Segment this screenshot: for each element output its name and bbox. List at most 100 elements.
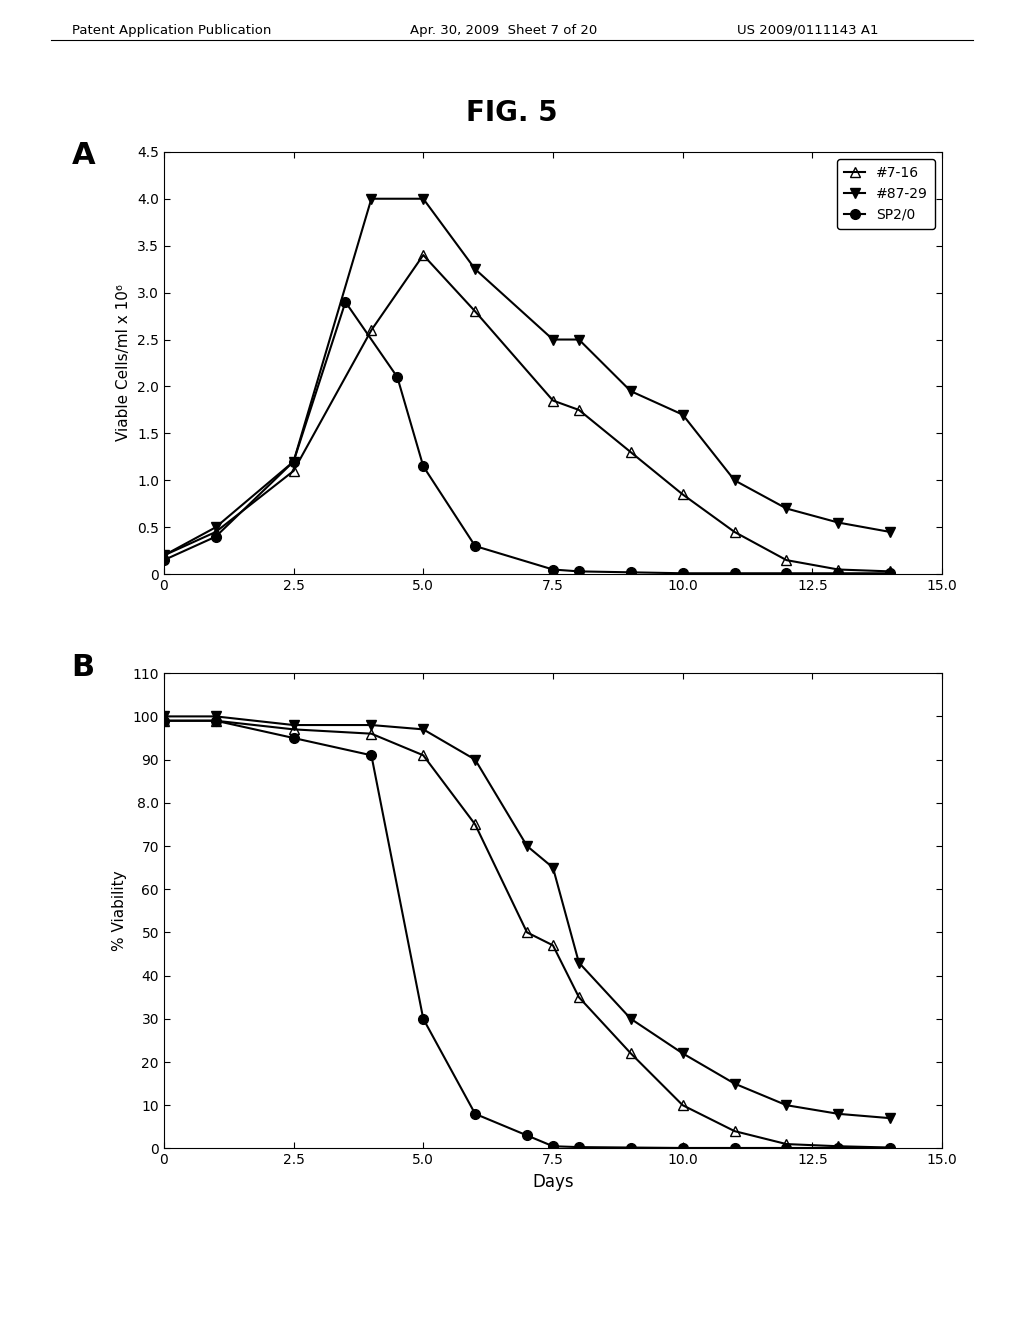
#7-16: [417, 247, 429, 263]
#87-29: [417, 191, 429, 207]
#87-29: [572, 954, 585, 970]
SP2/0: [210, 529, 222, 545]
#7-16: [884, 564, 896, 579]
SP2/0: [833, 565, 845, 581]
#87-29: [625, 383, 637, 399]
#7-16: [366, 322, 378, 338]
#7-16: [625, 445, 637, 461]
Line: #7-16: #7-16: [159, 715, 895, 1152]
#87-29: [366, 191, 378, 207]
#87-29: [677, 407, 689, 422]
#7-16: [366, 726, 378, 742]
#87-29: [366, 717, 378, 733]
Line: #87-29: #87-29: [159, 711, 895, 1123]
Line: SP2/0: SP2/0: [159, 297, 895, 578]
#87-29: [417, 722, 429, 738]
#7-16: [677, 487, 689, 503]
#7-16: [833, 561, 845, 577]
#87-29: [728, 473, 740, 488]
#87-29: [884, 1110, 896, 1126]
#87-29: [547, 331, 559, 347]
SP2/0: [547, 1138, 559, 1154]
SP2/0: [469, 539, 481, 554]
Y-axis label: Viable Cells/ml x 10⁶: Viable Cells/ml x 10⁶: [117, 285, 131, 441]
#7-16: [210, 524, 222, 540]
#7-16: [884, 1139, 896, 1155]
#7-16: [469, 817, 481, 833]
#7-16: [728, 1123, 740, 1139]
#7-16: [677, 1097, 689, 1113]
#87-29: [469, 751, 481, 767]
SP2/0: [288, 454, 300, 470]
SP2/0: [417, 458, 429, 474]
#87-29: [469, 261, 481, 277]
SP2/0: [625, 1139, 637, 1155]
Line: SP2/0: SP2/0: [159, 715, 895, 1152]
Line: #87-29: #87-29: [159, 194, 895, 560]
SP2/0: [547, 561, 559, 577]
SP2/0: [884, 565, 896, 581]
#7-16: [572, 403, 585, 418]
SP2/0: [339, 294, 351, 310]
Y-axis label: % Viability: % Viability: [112, 870, 127, 952]
#87-29: [288, 717, 300, 733]
SP2/0: [469, 1106, 481, 1122]
#7-16: [547, 392, 559, 408]
X-axis label: Days: Days: [532, 1172, 573, 1191]
#7-16: [417, 747, 429, 763]
SP2/0: [417, 1011, 429, 1027]
SP2/0: [210, 713, 222, 729]
SP2/0: [158, 552, 170, 568]
#7-16: [521, 924, 534, 940]
Line: #7-16: #7-16: [159, 251, 895, 577]
Text: Apr. 30, 2009  Sheet 7 of 20: Apr. 30, 2009 Sheet 7 of 20: [410, 24, 597, 37]
SP2/0: [677, 1140, 689, 1156]
#7-16: [572, 989, 585, 1005]
#87-29: [288, 454, 300, 470]
SP2/0: [833, 1140, 845, 1156]
#7-16: [833, 1138, 845, 1154]
#87-29: [677, 1045, 689, 1061]
#87-29: [547, 859, 559, 875]
#87-29: [521, 838, 534, 854]
SP2/0: [521, 1127, 534, 1143]
#87-29: [572, 331, 585, 347]
#87-29: [833, 515, 845, 531]
#7-16: [158, 713, 170, 729]
SP2/0: [780, 565, 793, 581]
SP2/0: [728, 1140, 740, 1156]
#7-16: [780, 1137, 793, 1152]
SP2/0: [728, 565, 740, 581]
SP2/0: [572, 564, 585, 579]
Text: US 2009/0111143 A1: US 2009/0111143 A1: [737, 24, 879, 37]
SP2/0: [288, 730, 300, 746]
#7-16: [469, 304, 481, 319]
#7-16: [210, 713, 222, 729]
#7-16: [547, 937, 559, 953]
#7-16: [288, 463, 300, 479]
#87-29: [833, 1106, 845, 1122]
#87-29: [780, 1097, 793, 1113]
#87-29: [158, 709, 170, 725]
#87-29: [884, 524, 896, 540]
SP2/0: [884, 1140, 896, 1156]
Legend: #7-16, #87-29, SP2/0: #7-16, #87-29, SP2/0: [838, 158, 935, 228]
Text: FIG. 5: FIG. 5: [466, 99, 558, 127]
#87-29: [728, 1076, 740, 1092]
SP2/0: [158, 713, 170, 729]
SP2/0: [572, 1139, 585, 1155]
#7-16: [625, 1045, 637, 1061]
Text: Patent Application Publication: Patent Application Publication: [72, 24, 271, 37]
#7-16: [728, 524, 740, 540]
#87-29: [158, 548, 170, 564]
#7-16: [780, 552, 793, 568]
Text: B: B: [72, 653, 95, 682]
#87-29: [210, 709, 222, 725]
SP2/0: [780, 1140, 793, 1156]
#87-29: [780, 500, 793, 516]
SP2/0: [677, 565, 689, 581]
#87-29: [625, 1011, 637, 1027]
SP2/0: [625, 565, 637, 581]
SP2/0: [366, 747, 378, 763]
#7-16: [288, 722, 300, 738]
